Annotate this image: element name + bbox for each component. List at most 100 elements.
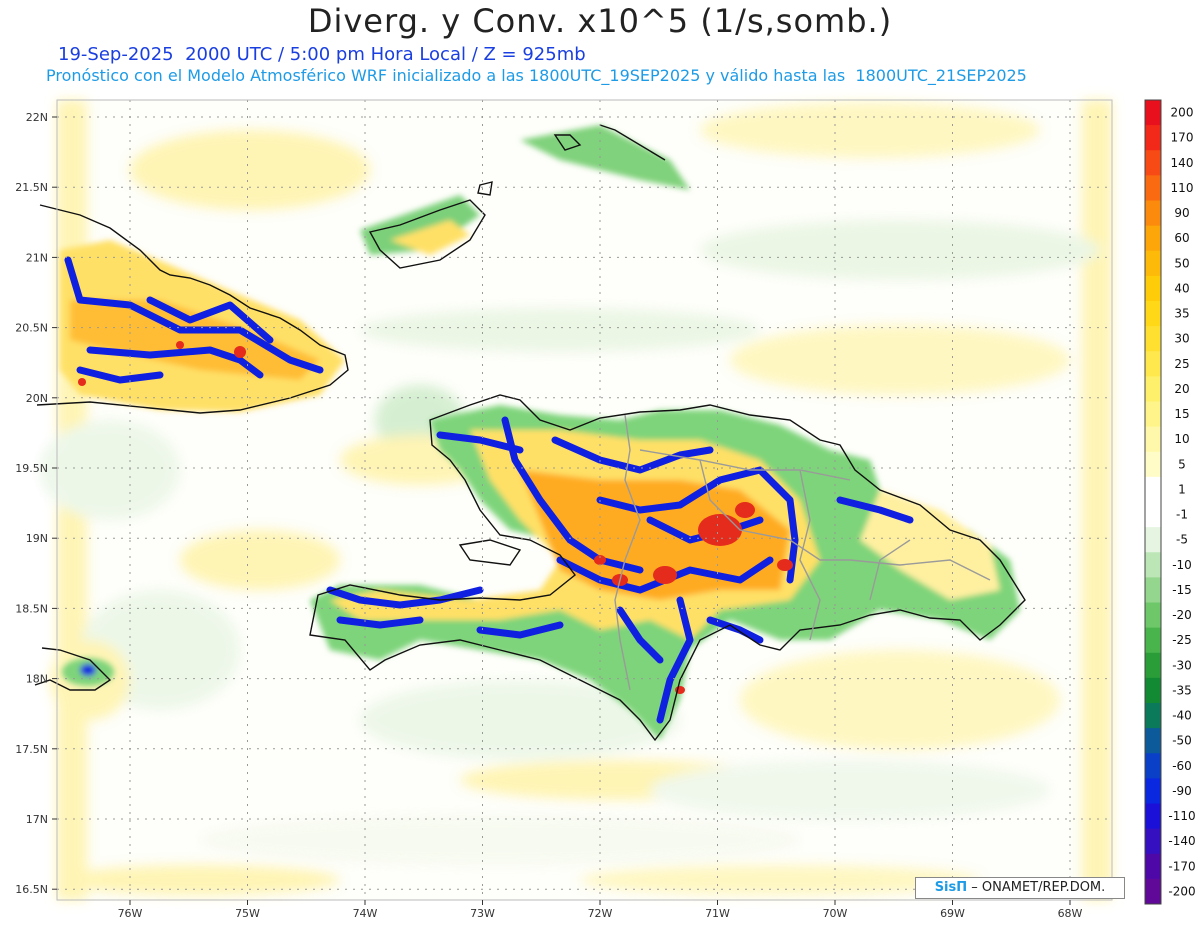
colorbar-label: 90 (1174, 206, 1189, 220)
colorbar-swatch (1145, 753, 1161, 779)
lon-tick-label: 71W (705, 907, 730, 920)
colorbar-label: -60 (1172, 759, 1192, 773)
colorbar-label: -50 (1172, 734, 1192, 748)
colorbar: 200 170 140 110 90 60 50 40 35 30 25 20 15 10 5 1 -1 -5 -1… (1144, 99, 1196, 905)
colorbar-label: -110 (1168, 809, 1195, 823)
map-title: Diverg. y Conv. x10^5 (1/s,somb.) (307, 2, 893, 40)
colorbar-label: 20 (1174, 382, 1189, 396)
lat-tick-label: 19.5N (15, 462, 48, 475)
lat-tick-label: 20N (26, 392, 48, 405)
coastlines (34, 124, 1026, 742)
colorbar-swatch (1145, 703, 1161, 729)
lon-tick-label: 70W (823, 907, 848, 920)
sispi-logo: SisΠ (934, 880, 968, 895)
colorbar-label: 140 (1171, 156, 1194, 170)
colorbar-label: -40 (1172, 709, 1192, 723)
longitude-axis: 76W 75W 74W 73W 72W 71W 70W 69W 68W (118, 900, 1083, 920)
colorbar-swatch (1145, 250, 1161, 277)
colorbar-label: -90 (1172, 784, 1192, 798)
colorbar-swatch (1145, 150, 1161, 176)
colorbar-label: -200 (1168, 884, 1195, 898)
lat-tick-label: 20.5N (15, 322, 48, 335)
model-run-subtitle: Pronóstico con el Modelo Atmosférico WRF… (46, 66, 1027, 85)
lon-tick-label: 76W (118, 907, 143, 920)
colorbar-label: 60 (1174, 231, 1189, 245)
political-boundaries (614, 414, 991, 691)
colorbar-swatch (1145, 677, 1161, 704)
lat-tick-label: 21.5N (15, 181, 48, 194)
lon-tick-label: 73W (470, 907, 495, 920)
colorbar-swatch (1145, 552, 1161, 578)
colorbar-label: 200 (1171, 106, 1194, 120)
lat-tick-label: 18.5N (15, 602, 48, 615)
colorbar-swatch (1145, 225, 1161, 252)
colorbar-swatch (1145, 828, 1161, 855)
credit-box: SisΠ – ONAMET/REP.DOM. (915, 877, 1125, 899)
colorbar-swatch (1145, 326, 1161, 352)
lon-tick-label: 72W (588, 907, 613, 920)
colorbar-swatch (1145, 451, 1161, 478)
colorbar-swatch (1145, 426, 1161, 453)
colorbar-label: 35 (1174, 307, 1189, 321)
colorbar-swatch (1145, 627, 1161, 654)
field-cuba (60, 125, 690, 412)
colorbar-swatch (1145, 652, 1161, 679)
lat-tick-label: 17.5N (15, 743, 48, 756)
colorbar-swatch (1145, 803, 1161, 830)
colorbar-label: 10 (1174, 432, 1189, 446)
colorbar-label: 110 (1171, 181, 1194, 195)
colorbar-label: -30 (1172, 658, 1192, 672)
lon-tick-label: 69W (940, 907, 965, 920)
field-cuba-divergence (78, 341, 246, 386)
colorbar-label: -35 (1172, 683, 1192, 697)
colorbar-label: 170 (1171, 131, 1194, 145)
colorbar-swatch (1145, 175, 1161, 201)
field-hispaniola-convergence (326, 416, 914, 724)
colorbar-swatch (1145, 275, 1161, 302)
colorbar-swatch (1145, 401, 1161, 428)
field-cuba-convergence (64, 256, 324, 384)
lat-tick-label: 18N (26, 673, 48, 686)
latitude-axis: 22N 21.5N 21N 20.5N 20N 19.5N 19N 18.5N 18N 17.5N… (15, 111, 57, 896)
colorbar-swatch (1145, 853, 1161, 880)
colorbar-label: 50 (1174, 256, 1189, 270)
colorbar-label: 30 (1174, 332, 1189, 346)
colorbar-label: 1 (1178, 482, 1186, 496)
colorbar-swatch (1145, 878, 1161, 905)
colorbar-label: -10 (1172, 558, 1192, 572)
colorbar-label: -170 (1168, 859, 1195, 873)
colorbar-swatch (1145, 200, 1161, 227)
colorbar-label: 40 (1174, 281, 1189, 295)
colorbar-swatch (1145, 527, 1161, 553)
lon-tick-label: 68W (1058, 907, 1083, 920)
colorbar-swatch (1145, 125, 1161, 151)
colorbar-swatch (1145, 476, 1161, 503)
lat-tick-label: 22N (26, 111, 48, 124)
lon-tick-label: 74W (353, 907, 378, 920)
colorbar-swatch (1145, 778, 1161, 804)
colorbar-label: -20 (1172, 608, 1192, 622)
lon-tick-label: 75W (235, 907, 260, 920)
colorbar-label: -15 (1172, 583, 1192, 597)
colorbar-swatch (1145, 100, 1161, 126)
colorbar-label: -5 (1176, 533, 1188, 547)
colorbar-label: -25 (1172, 633, 1192, 647)
credit-text: – ONAMET/REP.DOM. (971, 880, 1106, 895)
field-background (40, 100, 1112, 900)
graticule (56, 99, 1113, 901)
colorbar-label: 25 (1174, 357, 1189, 371)
colorbar-label: -1 (1176, 508, 1188, 522)
lat-tick-label: 16.5N (15, 883, 48, 896)
colorbar-swatch (1145, 602, 1161, 629)
lat-tick-label: 19N (26, 532, 48, 545)
colorbar-swatch (1145, 301, 1161, 327)
lat-tick-label: 17N (26, 813, 48, 826)
colorbar-label: 5 (1178, 457, 1186, 471)
colorbar-label: 15 (1174, 407, 1189, 421)
colorbar-swatch (1145, 728, 1161, 754)
colorbar-swatch (1145, 502, 1161, 528)
colorbar-swatch (1145, 351, 1161, 377)
colorbar-swatch (1145, 577, 1161, 603)
colorbar-label: -140 (1168, 834, 1195, 848)
